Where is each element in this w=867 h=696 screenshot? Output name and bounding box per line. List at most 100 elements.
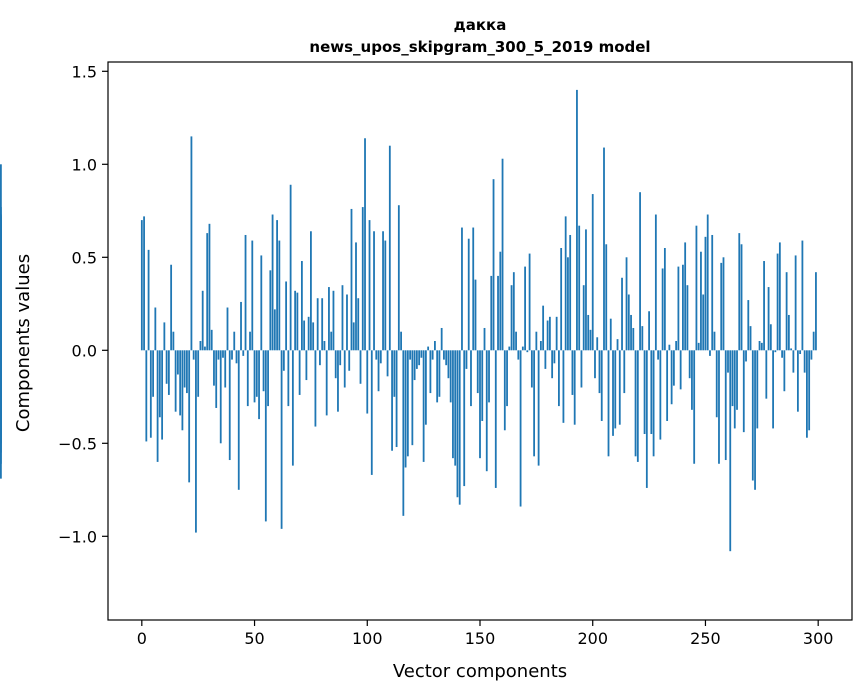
- bar-158: [497, 275, 499, 351]
- bar-105: [377, 350, 380, 392]
- bar-100: [366, 350, 369, 414]
- bar-50: [253, 350, 256, 403]
- bar-248: [700, 251, 702, 351]
- bar-135: [445, 350, 448, 366]
- bar-76: [312, 322, 315, 351]
- bar-19: [183, 350, 186, 388]
- bar-193: [576, 89, 578, 351]
- bar-228: [654, 214, 657, 351]
- bar-31: [210, 329, 213, 351]
- bar-51: [255, 350, 258, 397]
- bar-182: [551, 350, 554, 379]
- bar-96: [357, 298, 360, 351]
- bar-293: [801, 240, 804, 351]
- bar-1: [143, 216, 145, 351]
- bar-65: [287, 350, 290, 407]
- chart-title: дакка: [454, 16, 507, 34]
- bar-41: [233, 331, 236, 351]
- bar-59: [273, 309, 276, 351]
- bar-0: [140, 220, 143, 351]
- bar-295: [806, 350, 808, 438]
- bar-11: [165, 350, 168, 384]
- bar-251: [706, 214, 709, 351]
- bar-164: [510, 285, 513, 351]
- bar-257: [720, 262, 723, 351]
- bar-61: [278, 240, 281, 351]
- bar-131: [436, 350, 439, 403]
- bar-282: [776, 253, 779, 351]
- bar-212: [618, 350, 621, 425]
- bar-239: [679, 350, 682, 390]
- bar-174: [533, 350, 536, 457]
- bar-159: [499, 251, 502, 351]
- bar-196: [582, 285, 585, 351]
- x-axis-label: Vector components: [393, 661, 567, 682]
- bar-83: [328, 287, 330, 351]
- bar-69: [296, 292, 299, 351]
- bar-234: [668, 344, 671, 351]
- bar-99: [364, 138, 366, 351]
- bar-16: [176, 350, 179, 375]
- bar-176: [537, 350, 540, 466]
- bar-84: [330, 331, 333, 351]
- bar-7: [156, 350, 159, 462]
- bar-87: [337, 350, 339, 412]
- bar-265: [738, 233, 741, 351]
- x-axis: 0 50 100 150 200 250 300: [137, 620, 833, 648]
- bar-202: [596, 337, 599, 351]
- bar-57: [269, 270, 272, 351]
- bar-85: [332, 290, 335, 351]
- bar-294: [803, 350, 806, 373]
- bar-195: [580, 350, 583, 388]
- bar-238: [677, 266, 680, 351]
- bar-163: [508, 346, 511, 351]
- bar-72: [303, 320, 306, 351]
- bar-178: [542, 305, 545, 351]
- bar-37: [224, 350, 227, 388]
- bar-91: [346, 294, 348, 351]
- bar-9: [161, 350, 164, 440]
- bar-180: [546, 320, 549, 351]
- bar-288: [790, 348, 793, 351]
- bar-260: [727, 350, 729, 373]
- bar-275: [760, 342, 763, 351]
- bar-175: [535, 331, 538, 351]
- bar-261: [729, 350, 732, 552]
- bar-5: [152, 350, 154, 397]
- chart-subtitle: news_upos_skipgram_300_5_2019 model: [309, 38, 650, 56]
- bar-110: [388, 145, 391, 351]
- y-axis: −1.0 −0.5 0.0 0.5 1.0 1.5: [58, 62, 108, 546]
- bars: [0, 89, 817, 552]
- bar-81: [323, 341, 326, 351]
- bar-191: [571, 350, 574, 395]
- bar-179: [544, 350, 547, 369]
- bar-267: [742, 350, 745, 433]
- bar-118: [406, 350, 409, 457]
- bar-140: [456, 350, 459, 498]
- bar-207: [607, 350, 610, 457]
- bar-172: [528, 253, 531, 351]
- bar-227: [652, 350, 655, 457]
- bar-192: [573, 350, 576, 425]
- bar-208: [609, 318, 612, 351]
- bar-216: [627, 294, 630, 351]
- bar-45: [242, 350, 245, 356]
- bar-17: [179, 350, 182, 416]
- bar-53: [260, 255, 263, 351]
- bar-89: [341, 285, 344, 351]
- bar-127: [427, 346, 430, 351]
- bar-18: [181, 350, 184, 431]
- bar-20: [186, 350, 188, 394]
- bar-206: [605, 244, 608, 351]
- y-tick-label: 1.5: [72, 62, 97, 81]
- bar-222: [641, 326, 644, 351]
- bar-78: [316, 298, 319, 351]
- bar-233: [666, 350, 669, 421]
- bar-30: [208, 223, 211, 351]
- bar-52: [258, 350, 260, 420]
- bar-8: [158, 350, 161, 418]
- bar-107: [382, 231, 384, 351]
- bar-67: [291, 350, 294, 466]
- bar-210: [614, 350, 617, 429]
- bar-92: [348, 350, 351, 371]
